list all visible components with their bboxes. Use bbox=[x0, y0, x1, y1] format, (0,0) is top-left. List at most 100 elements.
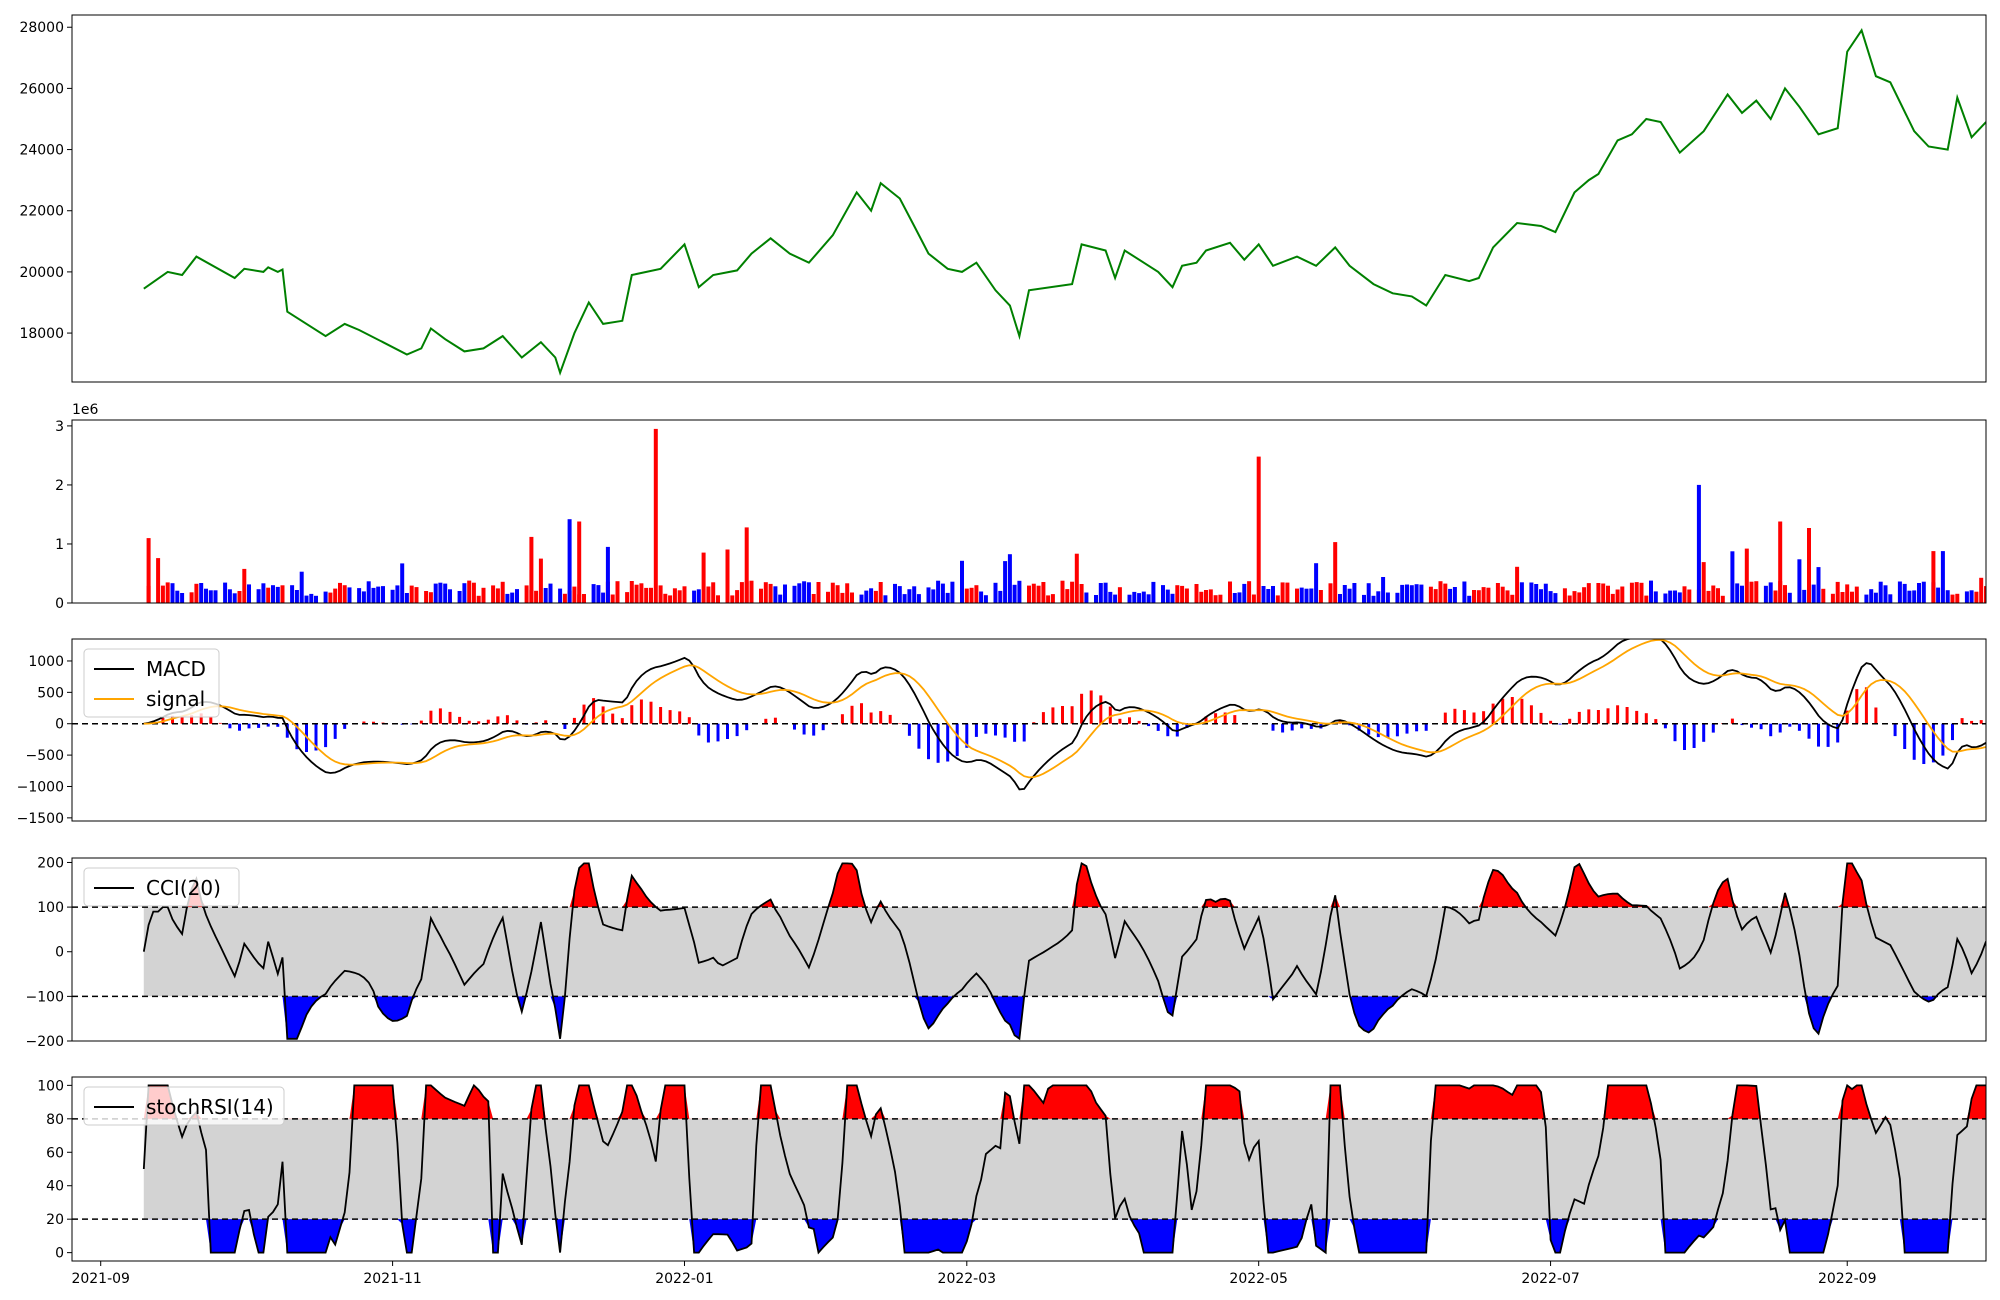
macd-histogram-bar bbox=[1386, 723, 1390, 738]
x-tick-label: 2022-09 bbox=[1818, 1271, 1877, 1287]
volume-bar bbox=[1400, 584, 1405, 603]
volume-bar bbox=[1314, 563, 1319, 603]
volume-bar bbox=[491, 585, 496, 603]
volume-bar bbox=[256, 589, 261, 603]
macd-axes-frame bbox=[71, 638, 1987, 822]
volume-bar bbox=[1299, 587, 1304, 603]
volume-bar bbox=[783, 584, 787, 603]
volume-bar bbox=[390, 589, 395, 603]
volume-ytick-label: 0 bbox=[55, 596, 64, 612]
stochrsi-legend-label: stochRSI(14) bbox=[146, 1095, 274, 1119]
macd-histogram-bar bbox=[1807, 723, 1811, 739]
macd-histogram-bar bbox=[812, 723, 816, 736]
volume-bar bbox=[567, 519, 572, 603]
volume-bar bbox=[199, 583, 204, 603]
volume-bar bbox=[763, 582, 768, 603]
macd-histogram-bar bbox=[1568, 718, 1572, 724]
volume-bar bbox=[1495, 583, 1500, 603]
macd-histogram-bar bbox=[1596, 710, 1600, 724]
macd-histogram-bar bbox=[314, 723, 318, 751]
volume-bar bbox=[572, 586, 577, 603]
volume-bar bbox=[1333, 542, 1338, 603]
macd-histogram-bar bbox=[1376, 723, 1380, 738]
price-ytick-label: 28000 bbox=[19, 20, 64, 36]
volume-bar bbox=[826, 591, 830, 603]
volume-bar bbox=[605, 546, 610, 603]
stochrsi-line bbox=[142, 1083, 1986, 1255]
macd-histogram-bar bbox=[1405, 723, 1409, 734]
volume-bar bbox=[806, 582, 811, 603]
volume-bar bbox=[1419, 584, 1424, 603]
volume-bar bbox=[634, 584, 639, 603]
volume-bar bbox=[663, 593, 668, 603]
volume-bar bbox=[830, 582, 835, 603]
macd-histogram-bar bbox=[592, 698, 596, 724]
stochrsi-band bbox=[143, 1118, 1986, 1220]
volume-bar bbox=[1539, 589, 1543, 603]
volume-bar bbox=[1510, 594, 1515, 603]
stochrsi-ytick-label: 0 bbox=[55, 1246, 64, 1262]
macd-histogram-bar bbox=[1271, 723, 1275, 731]
volume-bar bbox=[443, 583, 448, 603]
macd-histogram-bar bbox=[1529, 705, 1533, 724]
volume-bar bbox=[1098, 583, 1103, 603]
volume-bar bbox=[1481, 587, 1486, 603]
volume-bar bbox=[735, 590, 740, 603]
volume-bar bbox=[993, 582, 998, 603]
macd-histogram-bar bbox=[716, 723, 720, 742]
volume-bar bbox=[950, 581, 955, 603]
macd-histogram-bar bbox=[678, 711, 682, 724]
volume-bar bbox=[1433, 589, 1438, 603]
volume-bar bbox=[237, 591, 242, 603]
volume-bar bbox=[280, 585, 285, 603]
volume-bar bbox=[1787, 592, 1792, 603]
macd-histogram-bar bbox=[927, 723, 930, 760]
volume-bar bbox=[835, 585, 840, 603]
volume-bar bbox=[1902, 583, 1907, 603]
volume-bar bbox=[983, 595, 988, 603]
volume-bar bbox=[1945, 590, 1950, 603]
volume-bar bbox=[1840, 592, 1845, 603]
macd-histogram-bar bbox=[1147, 723, 1151, 727]
volume-bar bbox=[1165, 589, 1170, 603]
volume-bar bbox=[1582, 587, 1587, 603]
volume-bar bbox=[1735, 583, 1740, 603]
volume-bar bbox=[859, 594, 864, 603]
volume-bar bbox=[1562, 588, 1567, 603]
macd-histogram-bar bbox=[1625, 707, 1629, 724]
macd-histogram-bar bbox=[572, 717, 576, 724]
macd-histogram-bar bbox=[936, 723, 940, 763]
volume-bar bbox=[1094, 595, 1098, 603]
stochrsi-ytick-label: 80 bbox=[46, 1112, 64, 1128]
volume-bar bbox=[1017, 580, 1022, 603]
macd-histogram-bar bbox=[343, 723, 347, 729]
macd-histogram-bar bbox=[257, 723, 261, 728]
volume-bar bbox=[1127, 594, 1132, 603]
macd-histogram-bar bbox=[1817, 723, 1820, 747]
volume-bar bbox=[897, 586, 902, 603]
volume-bar bbox=[668, 595, 673, 603]
volume-bar bbox=[1706, 590, 1711, 603]
volume-bar bbox=[1486, 587, 1491, 603]
volume-bar bbox=[778, 594, 783, 603]
volume-bar bbox=[1940, 551, 1945, 603]
cci-ytick-label: 0 bbox=[55, 945, 64, 961]
x-tick-label: 2021-09 bbox=[71, 1271, 130, 1287]
volume-bar bbox=[1352, 583, 1357, 603]
volume-bar bbox=[1275, 595, 1280, 603]
volume-bar bbox=[299, 571, 304, 603]
macd-histogram-bar bbox=[1960, 718, 1964, 724]
volume-bar bbox=[1845, 584, 1850, 603]
macd-histogram-bar bbox=[888, 714, 892, 724]
volume-bar bbox=[1964, 591, 1969, 603]
cci-band bbox=[143, 907, 1986, 997]
volume-bar bbox=[1807, 528, 1811, 603]
stochrsi-ytick-label: 20 bbox=[46, 1212, 64, 1228]
volume-bar bbox=[1472, 590, 1476, 603]
volume-bar bbox=[1917, 583, 1921, 603]
volume-bar bbox=[1821, 588, 1826, 603]
volume-bar bbox=[1888, 594, 1893, 603]
volume-bar bbox=[1271, 586, 1275, 603]
volume-bar bbox=[548, 583, 553, 603]
macd-histogram-bar bbox=[1606, 708, 1610, 724]
